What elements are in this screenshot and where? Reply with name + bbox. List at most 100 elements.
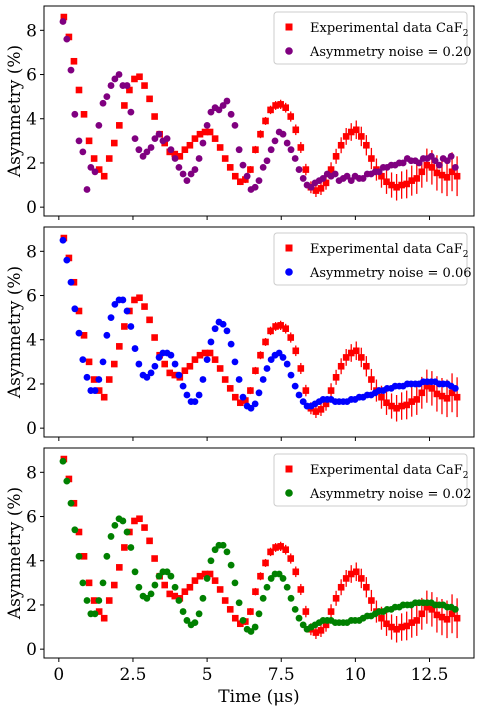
data-point-square bbox=[151, 555, 158, 562]
data-point-circle bbox=[179, 170, 187, 178]
data-point-circle bbox=[71, 110, 79, 118]
data-point-square bbox=[85, 137, 93, 145]
data-point-circle bbox=[267, 356, 275, 364]
data-point-circle bbox=[431, 157, 439, 165]
data-point-square bbox=[136, 73, 143, 81]
data-point-square bbox=[131, 517, 138, 525]
data-point-square bbox=[105, 597, 113, 604]
data-point-square bbox=[358, 133, 365, 140]
data-point-circle bbox=[275, 349, 283, 357]
data-point-circle bbox=[91, 168, 99, 176]
y-tick-label: 0 bbox=[26, 419, 37, 439]
data-point-circle bbox=[67, 66, 75, 74]
data-point-circle bbox=[123, 82, 131, 89]
data-point-square bbox=[231, 393, 239, 401]
data-point-square bbox=[418, 610, 426, 618]
data-point-square bbox=[105, 376, 113, 383]
data-point-square bbox=[453, 172, 461, 180]
data-point-circle bbox=[175, 597, 183, 604]
data-point-circle bbox=[247, 628, 255, 635]
x-tick-label: 0 bbox=[53, 665, 64, 685]
data-point-square bbox=[342, 354, 350, 361]
data-point-circle bbox=[223, 97, 231, 105]
data-point-circle bbox=[263, 365, 271, 372]
data-point-square bbox=[257, 130, 264, 138]
data-point-circle bbox=[279, 354, 287, 361]
data-point-square bbox=[317, 627, 325, 634]
data-point-circle bbox=[319, 175, 327, 182]
data-point-square bbox=[237, 178, 244, 186]
data-point-square bbox=[413, 617, 421, 624]
data-point-square bbox=[302, 166, 310, 173]
series-2-2 bbox=[59, 236, 459, 412]
data-point-square bbox=[448, 168, 456, 176]
data-point-circle bbox=[191, 398, 199, 406]
data-point-circle bbox=[79, 579, 87, 587]
data-point-circle bbox=[219, 320, 227, 328]
data-point-circle bbox=[203, 356, 211, 364]
legend-box bbox=[273, 11, 468, 65]
data-point-square bbox=[186, 141, 194, 149]
data-point-circle bbox=[123, 528, 131, 536]
data-point-square bbox=[438, 171, 446, 179]
data-point-square bbox=[378, 393, 385, 401]
data-point-circle bbox=[175, 163, 183, 171]
x-tick-label: 12.5 bbox=[411, 665, 449, 685]
data-point-circle bbox=[147, 369, 155, 377]
data-point-square bbox=[423, 382, 431, 390]
data-point-square bbox=[262, 338, 269, 346]
legend-label: Experimental data CaF2 bbox=[310, 242, 469, 260]
data-point-circle bbox=[251, 183, 259, 191]
y-tick-label: 8 bbox=[26, 21, 37, 41]
data-point-square bbox=[342, 133, 350, 140]
data-point-circle bbox=[299, 175, 307, 182]
data-point-square bbox=[100, 172, 108, 180]
data-point-circle bbox=[415, 159, 423, 167]
data-point-square bbox=[368, 155, 375, 162]
data-point-square bbox=[161, 360, 168, 368]
data-point-square bbox=[141, 524, 148, 531]
legend-label: Asymmetry noise = 0.02 bbox=[309, 487, 472, 502]
data-point-circle bbox=[195, 610, 203, 618]
data-point-circle bbox=[171, 583, 179, 591]
data-point-square bbox=[126, 86, 133, 94]
data-point-square bbox=[322, 621, 330, 629]
data-point-circle bbox=[191, 619, 199, 627]
data-point-square bbox=[151, 113, 158, 120]
data-point-circle bbox=[71, 526, 79, 534]
data-point-square bbox=[393, 404, 400, 412]
y-tick-label: 2 bbox=[26, 596, 37, 616]
data-point-circle bbox=[155, 572, 163, 580]
data-point-circle bbox=[255, 389, 263, 397]
data-point-square bbox=[277, 543, 284, 550]
data-point-circle bbox=[103, 552, 111, 560]
data-point-circle bbox=[227, 340, 235, 348]
data-point-circle bbox=[135, 146, 143, 154]
legend-box bbox=[273, 453, 468, 507]
data-point-square bbox=[221, 376, 229, 383]
data-point-square bbox=[433, 611, 441, 619]
data-point-square bbox=[116, 564, 123, 571]
data-point-square bbox=[448, 610, 456, 618]
data-point-square bbox=[201, 570, 209, 578]
data-point-circle bbox=[83, 373, 91, 381]
data-point-circle bbox=[71, 305, 79, 313]
data-point-circle bbox=[63, 477, 71, 485]
data-point-square bbox=[272, 323, 279, 330]
data-point-square bbox=[252, 146, 259, 153]
data-point-square bbox=[247, 166, 254, 173]
data-point-square bbox=[146, 537, 153, 545]
data-point-square bbox=[242, 397, 249, 404]
y-axis-label: Asymmetry (%) bbox=[5, 266, 25, 399]
data-point-circle bbox=[239, 617, 247, 624]
data-point-circle bbox=[279, 575, 287, 582]
data-point-circle bbox=[227, 561, 235, 569]
data-point-square bbox=[206, 349, 214, 357]
x-tick-label: 7.5 bbox=[268, 665, 295, 685]
data-point-circle bbox=[211, 325, 219, 333]
data-point-square bbox=[221, 155, 229, 162]
data-point-circle bbox=[255, 610, 263, 618]
legend-marker-square bbox=[285, 244, 293, 252]
data-point-square bbox=[327, 387, 335, 394]
